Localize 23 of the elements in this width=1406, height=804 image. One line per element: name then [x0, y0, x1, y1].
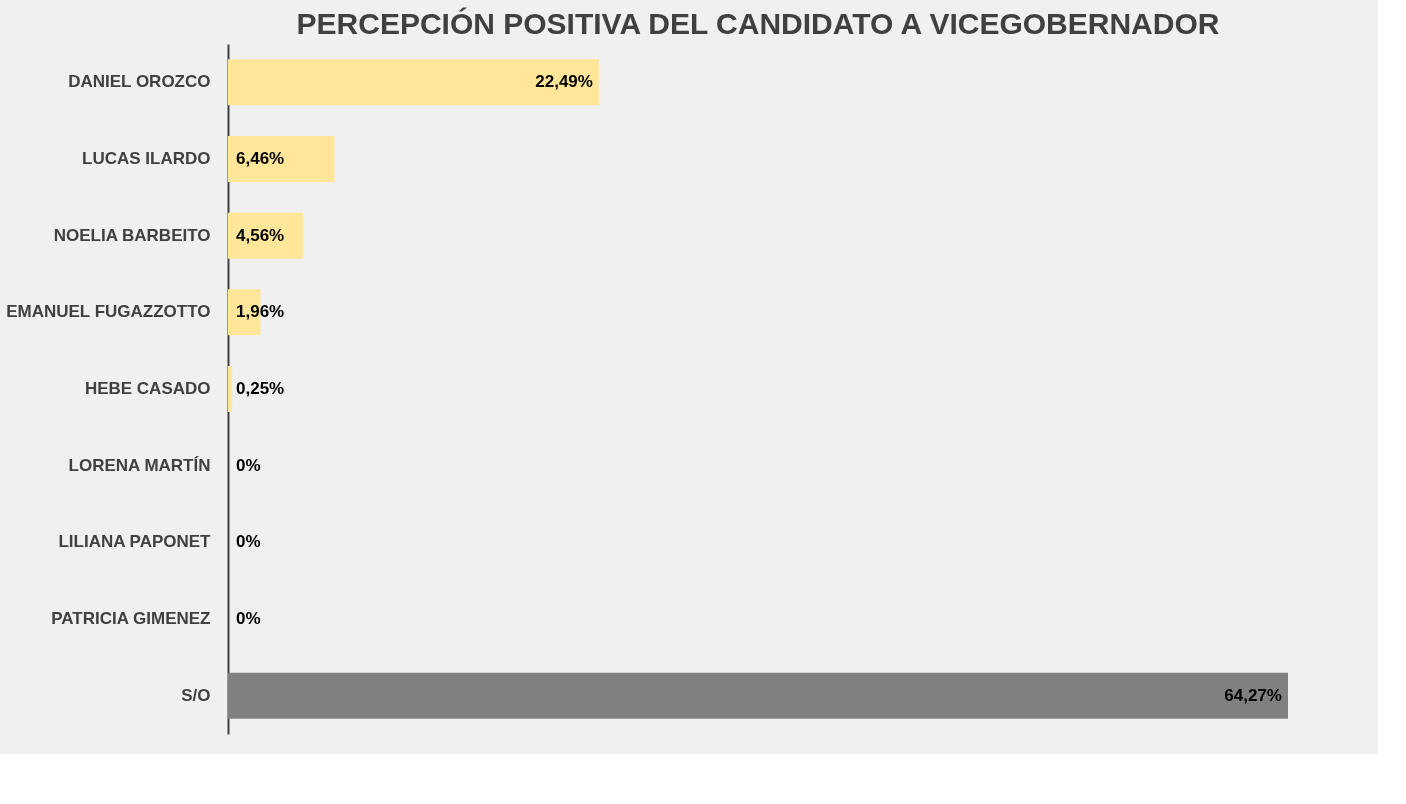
data-label: 1,96% [236, 302, 285, 322]
y-tick-label: PATRICIA GIMENEZ [51, 609, 211, 628]
data-label: 64,27% [1224, 685, 1282, 705]
y-tick-label: LUCAS ILARDO [82, 149, 211, 168]
y-tick-label: S/O [181, 685, 211, 705]
data-label: 0,25% [236, 379, 285, 398]
y-tick-label: LORENA MARTÍN [68, 455, 211, 475]
data-label: 0% [236, 609, 261, 628]
bar [228, 366, 233, 412]
bar [228, 672, 1288, 719]
y-tick-label: EMANUEL FUGAZZOTTO [6, 302, 211, 322]
data-label: 0% [236, 455, 261, 475]
data-label: 4,56% [236, 225, 285, 245]
y-tick-label: LILIANA PAPONET [58, 532, 212, 552]
data-label: 0% [236, 532, 261, 552]
y-tick-label: NOELIA BARBEITO [53, 225, 211, 245]
data-label: 22,49% [535, 72, 593, 92]
data-label: 6,46% [236, 149, 285, 168]
chart-title: PERCEPCIÓN POSITIVA DEL CANDIDATO A VICEGOBERNADOR [296, 7, 1220, 40]
bar [228, 136, 335, 182]
y-tick-label: DANIEL OROZCO [68, 72, 211, 92]
y-tick-label: HEBE CASADO [84, 379, 211, 398]
bar [228, 59, 599, 106]
